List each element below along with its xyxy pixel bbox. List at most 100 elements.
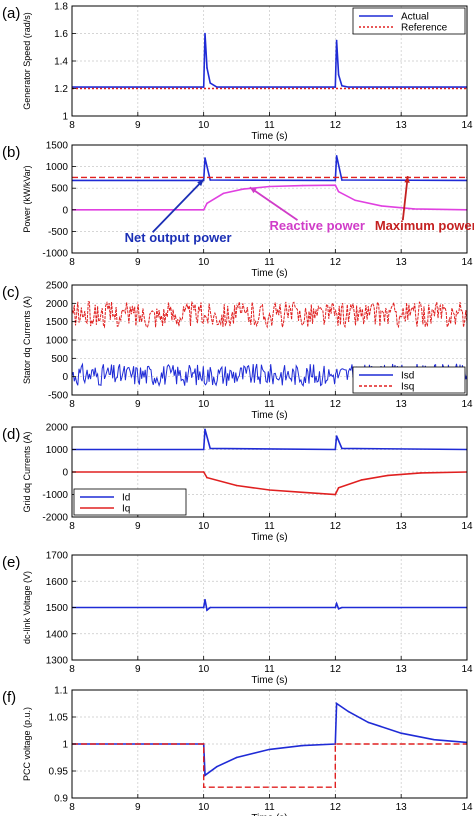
data-point [216, 86, 218, 88]
y-tick-label: 1.4 [54, 57, 68, 68]
y-tick-label: 1500 [46, 141, 69, 152]
data-point [301, 744, 304, 747]
data-point [335, 435, 338, 437]
data-point [202, 448, 205, 451]
data-point [204, 157, 206, 159]
data-point [202, 471, 205, 473]
chart-panel-2: 8 9 10 11 12 13 14 -1000 -500 0 500 1000 1500 Time (s… [2, 141, 474, 280]
chart-panel-4: 8 9 10 11 12 13 14 -2000 -1000 0 1000 2000 Time (s) G… [2, 423, 473, 544]
y-axis-label: PCC voltage (p.u.) [22, 707, 32, 781]
x-tick-label: 13 [396, 802, 408, 813]
x-tick-label: 11 [264, 521, 275, 532]
data-point [354, 199, 356, 202]
legend-box [352, 366, 466, 394]
legend-label: Actual [401, 12, 429, 23]
legend-label: Isq [401, 382, 414, 393]
x-tick-label: 14 [461, 399, 473, 410]
x-tick-label: 8 [69, 802, 75, 813]
data-point [334, 448, 337, 451]
annotation-arrowhead [197, 179, 204, 187]
x-axis-label: Time (s) [251, 675, 287, 686]
data-point [335, 155, 338, 157]
annotation-arrow [152, 178, 205, 233]
data-point [202, 209, 205, 211]
y-tick-label: 500 [51, 184, 68, 195]
data-point [334, 606, 337, 609]
x-tick-label: 14 [461, 120, 473, 131]
data-point [334, 179, 337, 182]
series-line-iq [72, 471, 467, 496]
data-point [413, 208, 416, 210]
x-tick-label: 8 [69, 257, 75, 268]
y-axis-label: Stator dq Currents (A) [22, 296, 32, 384]
chart-panel-6: 8 9 10 11 12 13 14 0.9 0.95 1 1.05 1.1 Time (s) PCC v… [2, 686, 473, 816]
data-point [337, 608, 340, 610]
y-tick-label: 0 [62, 468, 68, 479]
data-point [341, 606, 343, 609]
x-axis-label: Time (s) [251, 813, 287, 816]
data-point [204, 32, 206, 35]
x-tick-label: 14 [461, 257, 473, 268]
data-point [242, 188, 244, 190]
data-point [341, 179, 343, 181]
x-tick-label: 9 [135, 664, 141, 675]
x-tick-label: 10 [198, 257, 210, 268]
data-point [347, 86, 350, 88]
y-tick-label: 1400 [46, 629, 69, 640]
y-tick-label: 1 [62, 740, 68, 751]
legend-label: Id [122, 493, 130, 504]
x-tick-label: 10 [198, 802, 210, 813]
x-tick-label: 9 [135, 399, 141, 410]
x-tick-label: 11 [264, 802, 275, 813]
data-point [334, 86, 337, 88]
data-point [335, 39, 338, 42]
data-point [387, 474, 389, 477]
x-tick-label: 8 [69, 399, 75, 410]
y-tick-label: -500 [48, 227, 68, 238]
series-line-actual [72, 33, 467, 88]
annotation-arrowhead [249, 187, 257, 194]
data-point [209, 82, 212, 84]
y-tick-label: 0.95 [49, 767, 69, 778]
y-tick-label: 1000 [46, 336, 69, 347]
x-tick-label: 14 [461, 802, 473, 813]
data-point [347, 710, 350, 713]
series-line-isq [72, 300, 467, 329]
data-point [268, 748, 271, 751]
data-point [209, 447, 212, 450]
x-tick-label: 8 [69, 521, 75, 532]
data-point [209, 179, 212, 181]
data-point [206, 476, 208, 479]
data-point [202, 786, 205, 788]
annotation-label: Reactive power [270, 218, 365, 233]
series-group [72, 32, 467, 90]
x-tick-label: 8 [69, 664, 75, 675]
x-tick-label: 13 [396, 399, 408, 410]
x-tick-label: 13 [396, 521, 408, 532]
x-tick-label: 12 [330, 120, 342, 131]
y-tick-label: 1.1 [54, 686, 68, 697]
data-point [337, 73, 340, 76]
y-tick-label: 1700 [46, 551, 69, 562]
x-tick-label: 12 [330, 664, 342, 675]
y-tick-label: 1600 [46, 577, 69, 588]
x-tick-label: 12 [330, 802, 342, 813]
legend-label: Iq [122, 504, 130, 515]
data-point [433, 738, 435, 741]
legend-box [352, 7, 466, 35]
data-point [301, 491, 304, 494]
y-tick-label: 0 [62, 372, 68, 383]
y-axis-label: Grid dq Currents (A) [22, 431, 32, 512]
chart-panel-3: 8 9 10 11 12 13 14 -500 0 500 1000 1500 2000 2500 Time… [2, 281, 473, 422]
y-axis-label: Power (kW/kVar) [22, 165, 32, 232]
panel-label: (e) [2, 554, 20, 571]
data-point [335, 702, 338, 705]
panel-label: (c) [2, 284, 20, 301]
data-point [367, 721, 370, 724]
y-tick-label: 0 [62, 205, 68, 216]
y-tick-label: 1000 [46, 162, 69, 173]
x-axis-label: Time (s) [251, 268, 287, 279]
legend-box [73, 488, 187, 516]
